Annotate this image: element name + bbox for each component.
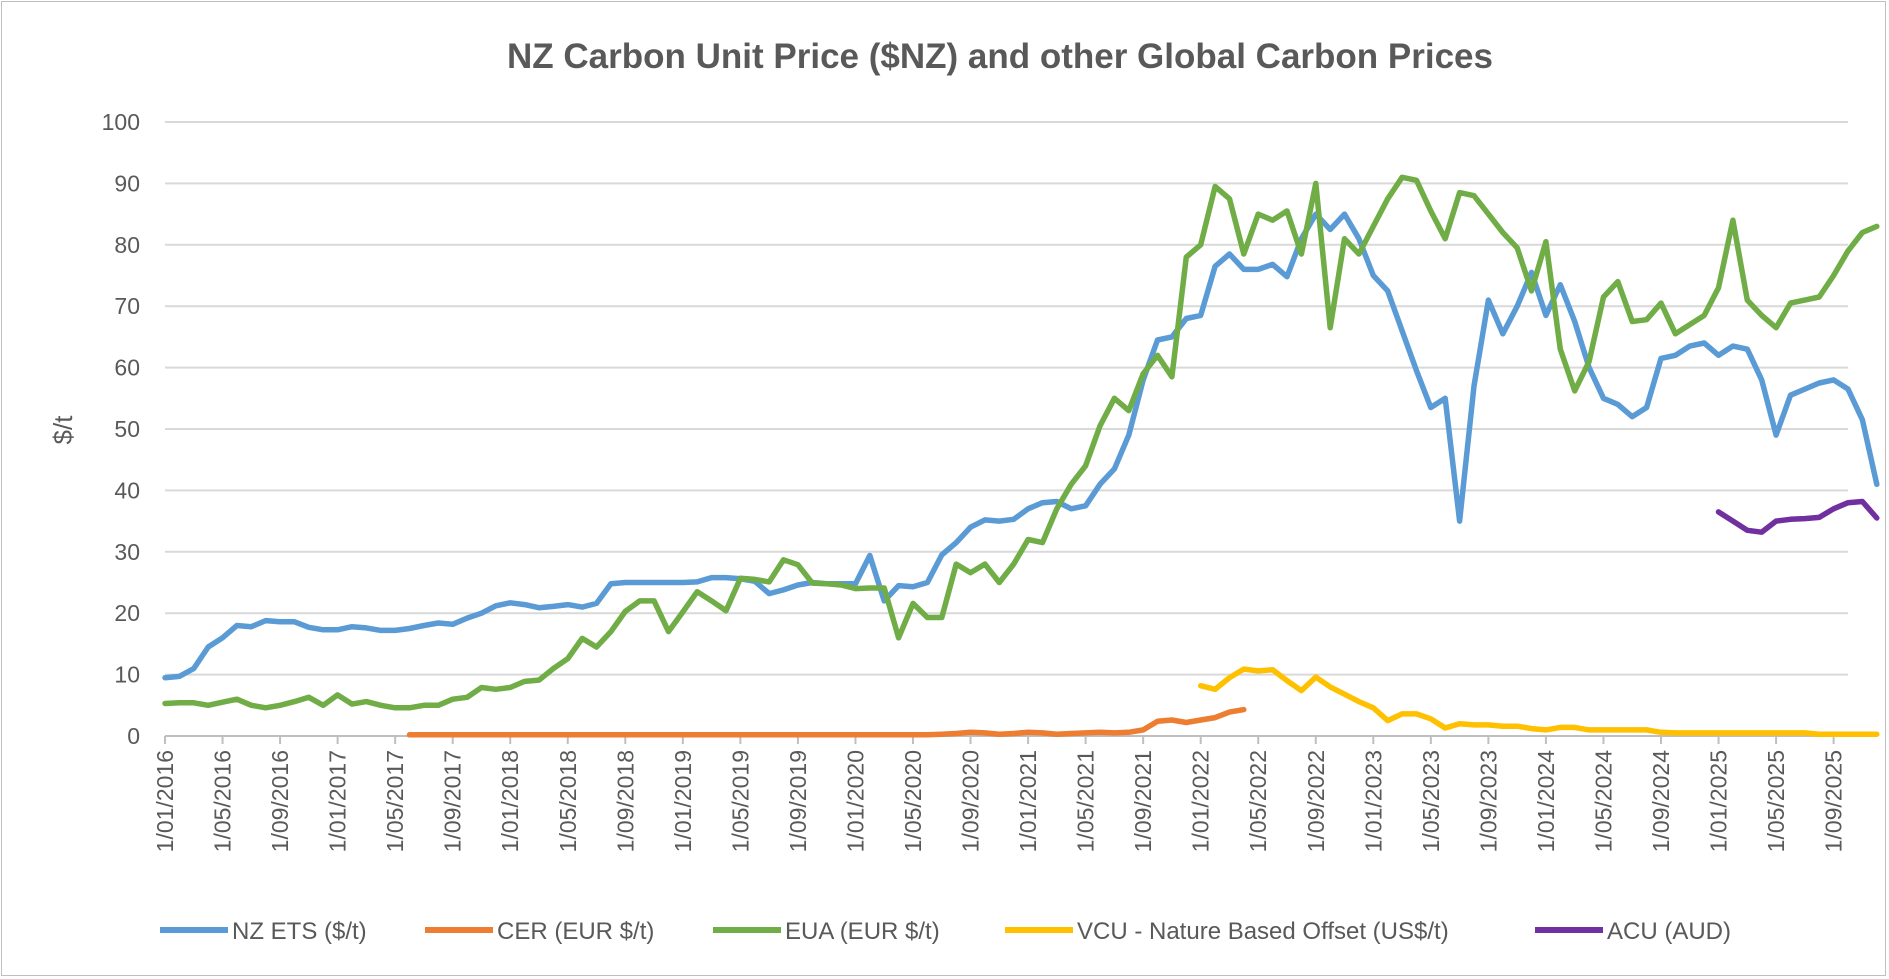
y-tick-label: 10: [114, 662, 140, 688]
x-tick-label: 1/09/2020: [958, 750, 984, 852]
x-tick-label: 1/09/2024: [1648, 750, 1674, 853]
x-tick-label: 1/05/2017: [382, 750, 408, 852]
legend-label-nz-ets-t: NZ ETS ($/t): [232, 918, 367, 945]
y-tick-label: 20: [114, 600, 140, 626]
x-tick-label: 1/05/2019: [727, 750, 753, 852]
x-tick-label: 1/09/2022: [1303, 750, 1329, 852]
x-tick-label: 1/09/2021: [1130, 750, 1156, 852]
y-tick-label: 100: [102, 109, 140, 135]
series-lines: [162, 174, 1880, 738]
x-tick-label: 1/01/2025: [1706, 750, 1732, 852]
x-tick-label: 1/01/2019: [670, 750, 696, 852]
x-tick-label: 1/05/2021: [1073, 750, 1099, 852]
x-tick-label: 1/01/2023: [1360, 750, 1386, 852]
x-tick-label: 1/01/2021: [1015, 750, 1041, 852]
legend-label-cer-eur-t: CER (EUR $/t): [497, 918, 654, 945]
x-tick-label: 1/09/2017: [440, 750, 466, 852]
x-tick-label: 1/05/2022: [1245, 750, 1271, 852]
series-line-cer-eur-t: [406, 706, 1247, 738]
legend-label-vcu-nature-based-offset-us-t: VCU - Nature Based Offset (US$/t): [1077, 918, 1449, 945]
x-tick-label: 1/09/2023: [1475, 750, 1501, 852]
x-tick-label: 1/01/2018: [497, 750, 523, 852]
x-tick-labels: 1/01/2016 1/05/2016 1/09/2016 1/01/2017 1/05…: [152, 736, 1847, 852]
y-tick-label: 50: [114, 416, 140, 442]
y-tick-label: 30: [114, 539, 140, 565]
series-line-acu-aud: [1715, 498, 1880, 535]
x-tick-label: 1/09/2019: [785, 750, 811, 852]
series-line-nz-ets-t: [162, 211, 1880, 681]
x-tick-label: 1/01/2020: [842, 750, 868, 852]
x-tick-label: 1/05/2016: [210, 750, 236, 852]
x-tick-label: 1/01/2022: [1188, 750, 1214, 852]
y-axis-label: $/t: [48, 415, 78, 445]
x-tick-label: 1/05/2024: [1590, 750, 1616, 853]
x-tick-label: 1/05/2025: [1763, 750, 1789, 852]
y-tick-label: 40: [114, 477, 140, 503]
y-tick-label: 80: [114, 232, 140, 258]
x-tick-label: 1/09/2025: [1821, 750, 1847, 852]
series-line-vcu-nature-based-offset-us-t: [1197, 666, 1880, 737]
gridlines: [165, 121, 1848, 737]
x-tick-label: 1/05/2020: [900, 750, 926, 852]
x-tick-label: 1/05/2023: [1418, 750, 1444, 852]
legend: NZ ETS ($/t) CER (EUR $/t) EUA (EUR $/t) VC…: [160, 918, 1731, 945]
x-tick-label: 1/09/2016: [267, 750, 293, 852]
y-tick-label: 0: [127, 723, 140, 749]
x-tick-label: 1/09/2018: [612, 750, 638, 852]
x-tick-label: 1/01/2017: [325, 750, 351, 852]
y-tick-label: 70: [114, 293, 140, 319]
chart-title: NZ Carbon Unit Price ($NZ) and other Glo…: [507, 37, 1493, 76]
y-tick-label: 90: [114, 170, 140, 196]
x-tick-label: 1/05/2018: [555, 750, 581, 852]
x-tick-label: 1/01/2024: [1533, 750, 1559, 853]
legend-label-eua-eur-t: EUA (EUR $/t): [785, 918, 940, 945]
y-tick-label: 60: [114, 355, 140, 381]
y-tick-labels: 0 10 20 30 40 50 60 70 80 90 100: [102, 109, 140, 749]
legend-label-acu-aud: ACU (AUD): [1607, 918, 1731, 945]
x-tick-label: 1/01/2016: [152, 750, 178, 852]
series-line-eua-eur-t: [162, 174, 1880, 711]
